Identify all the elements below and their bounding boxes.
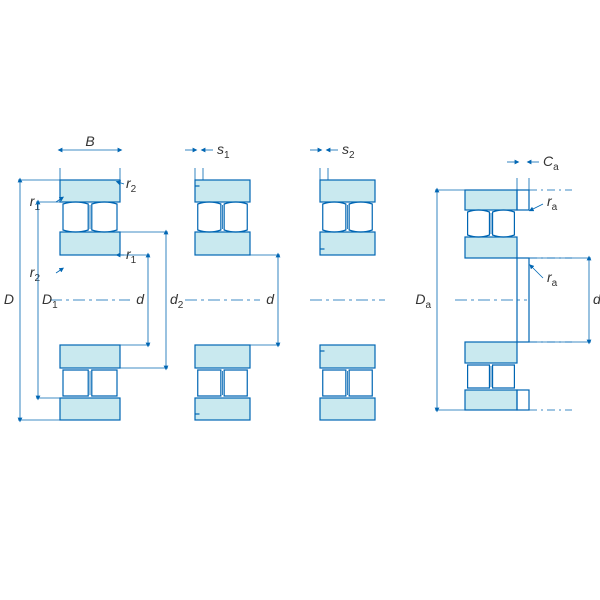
dimension-label: r1	[30, 193, 41, 213]
dimension-label: r2	[30, 264, 41, 284]
dimension-label: Ca	[543, 153, 559, 173]
dimension-label: ra	[547, 269, 558, 289]
dimension-label: da	[593, 291, 600, 311]
dimension-label: r2	[126, 175, 137, 195]
dimension-label: d2	[170, 291, 184, 311]
dimension-label: d	[136, 291, 145, 307]
bearing-diagram: Br2 r1 r1 r2 D D1 d d2 s1 d s2 Ca ra ra Da da	[0, 0, 600, 600]
dimension-label: s2	[342, 141, 355, 161]
dimension-label: s1	[217, 141, 230, 161]
label-B: B	[85, 133, 94, 149]
dimension-label: D1	[42, 291, 58, 311]
dimension-label: D	[4, 291, 14, 307]
dimension-label: Da	[415, 291, 431, 311]
dimension-label: r1	[126, 246, 137, 266]
dimension-label: ra	[547, 193, 558, 213]
dimension-label: d	[266, 291, 275, 307]
